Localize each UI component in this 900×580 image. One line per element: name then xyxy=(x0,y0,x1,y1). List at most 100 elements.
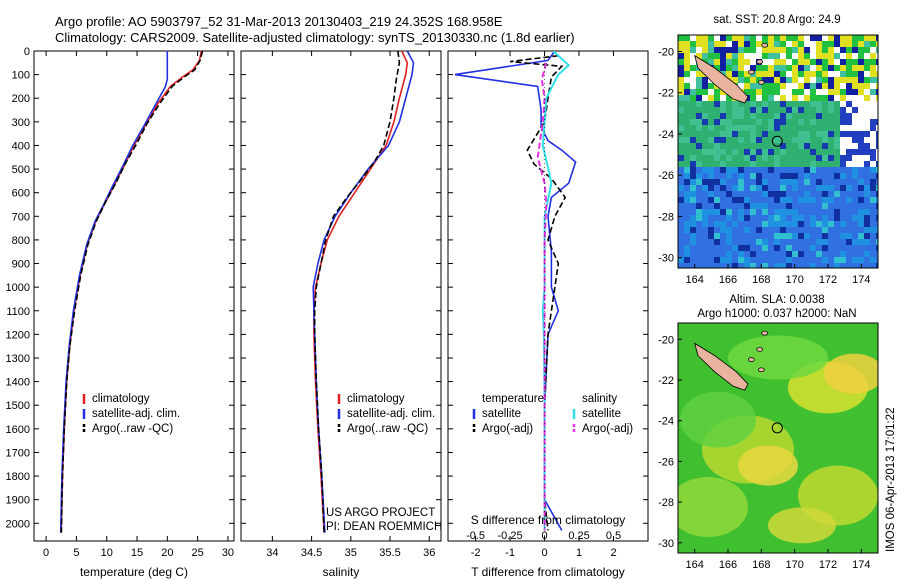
sst-cell xyxy=(876,251,878,257)
sst-cell xyxy=(678,107,684,113)
sst-cell xyxy=(774,227,780,233)
sst-cell xyxy=(792,119,798,125)
sst-cell xyxy=(810,59,816,65)
sst-cell xyxy=(780,107,786,113)
sst-cell xyxy=(756,137,762,143)
sst-cell xyxy=(714,59,720,65)
temp-ytick-label: 900 xyxy=(12,259,30,271)
sst-cell xyxy=(786,245,792,251)
sst-land-island xyxy=(756,59,764,65)
sst-cell xyxy=(762,83,768,89)
sst-cell xyxy=(876,191,878,197)
sst-cell xyxy=(786,101,792,107)
sla-ytick-label: -28 xyxy=(658,497,674,509)
sst-cell xyxy=(786,35,792,41)
sst-cell xyxy=(774,59,780,65)
sst-cell xyxy=(822,113,828,119)
sst-cell xyxy=(858,143,864,149)
sst-cell xyxy=(684,245,690,251)
sst-cell xyxy=(876,227,878,233)
sst-cell xyxy=(720,101,726,107)
sst-cell xyxy=(780,227,786,233)
sst-cell xyxy=(762,215,768,221)
sst-cell xyxy=(876,77,878,83)
sst-cell xyxy=(762,203,768,209)
sst-cell xyxy=(756,161,762,167)
sst-cell xyxy=(852,59,858,65)
sst-cell xyxy=(846,41,852,47)
sst-cell xyxy=(750,113,756,119)
sst-cell xyxy=(786,161,792,167)
sst-cell xyxy=(714,161,720,167)
sst-cell xyxy=(720,239,726,245)
sst-cell xyxy=(834,53,840,59)
sst-cell xyxy=(702,113,708,119)
sst-cell xyxy=(738,161,744,167)
temp-ytick-label: 800 xyxy=(12,235,30,247)
sst-cell xyxy=(750,251,756,257)
sst-cell xyxy=(720,191,726,197)
sst-cell xyxy=(858,257,864,263)
sst-cell xyxy=(846,245,852,251)
sst-cell xyxy=(804,179,810,185)
sst-cell xyxy=(750,149,756,155)
sst-cell xyxy=(858,155,864,161)
sst-cell xyxy=(822,71,828,77)
sst-cell xyxy=(714,155,720,161)
sst-cell xyxy=(810,197,816,203)
sst-cell xyxy=(864,245,870,251)
sst-cell xyxy=(714,95,720,101)
sst-cell xyxy=(846,185,852,191)
sst-cell xyxy=(804,185,810,191)
sst-cell xyxy=(738,233,744,239)
sst-cell xyxy=(690,131,696,137)
sst-cell xyxy=(804,35,810,41)
sst-cell xyxy=(774,101,780,107)
sst-cell xyxy=(780,131,786,137)
sst-cell xyxy=(858,179,864,185)
sst-cell xyxy=(816,227,822,233)
sst-cell xyxy=(828,149,834,155)
sst-cell xyxy=(876,173,878,179)
sst-cell xyxy=(774,149,780,155)
sal-series-argo-raw-qc- xyxy=(313,51,401,533)
sst-cell xyxy=(864,179,870,185)
sst-cell xyxy=(690,221,696,227)
salinity-annotation-project: US ARGO PROJECT xyxy=(326,507,435,519)
sst-cell xyxy=(798,263,804,268)
sst-cell xyxy=(720,155,726,161)
sst-cell xyxy=(798,167,804,173)
sst-cell xyxy=(738,131,744,137)
sst-cell xyxy=(786,167,792,173)
sst-cell xyxy=(678,257,684,263)
sst-cell xyxy=(774,173,780,179)
sst-cell xyxy=(738,221,744,227)
sst-cell xyxy=(684,71,690,77)
sst-cell xyxy=(702,47,708,53)
sst-cell xyxy=(690,35,696,41)
sla-ytick-label: -26 xyxy=(658,456,674,468)
sst-cell xyxy=(744,41,750,47)
sst-cell xyxy=(714,197,720,203)
sst-cell xyxy=(708,167,714,173)
sst-cell xyxy=(840,167,846,173)
sst-cell xyxy=(864,107,870,113)
sst-cell xyxy=(702,95,708,101)
sst-cell xyxy=(690,185,696,191)
sst-cell xyxy=(804,101,810,107)
sst-cell xyxy=(678,101,684,107)
sla-argo-marker xyxy=(771,422,783,434)
sst-cell xyxy=(738,143,744,149)
sst-cell xyxy=(792,185,798,191)
sst-cell xyxy=(864,239,870,245)
sst-cell xyxy=(864,197,870,203)
sst-cell xyxy=(696,227,702,233)
sst-cell xyxy=(870,191,876,197)
sst-cell xyxy=(822,179,828,185)
sst-cell xyxy=(864,83,870,89)
sst-cell xyxy=(876,185,878,191)
sst-cell xyxy=(714,257,720,263)
sst-cell xyxy=(852,203,858,209)
sst-cell xyxy=(690,149,696,155)
sst-cell xyxy=(804,95,810,101)
